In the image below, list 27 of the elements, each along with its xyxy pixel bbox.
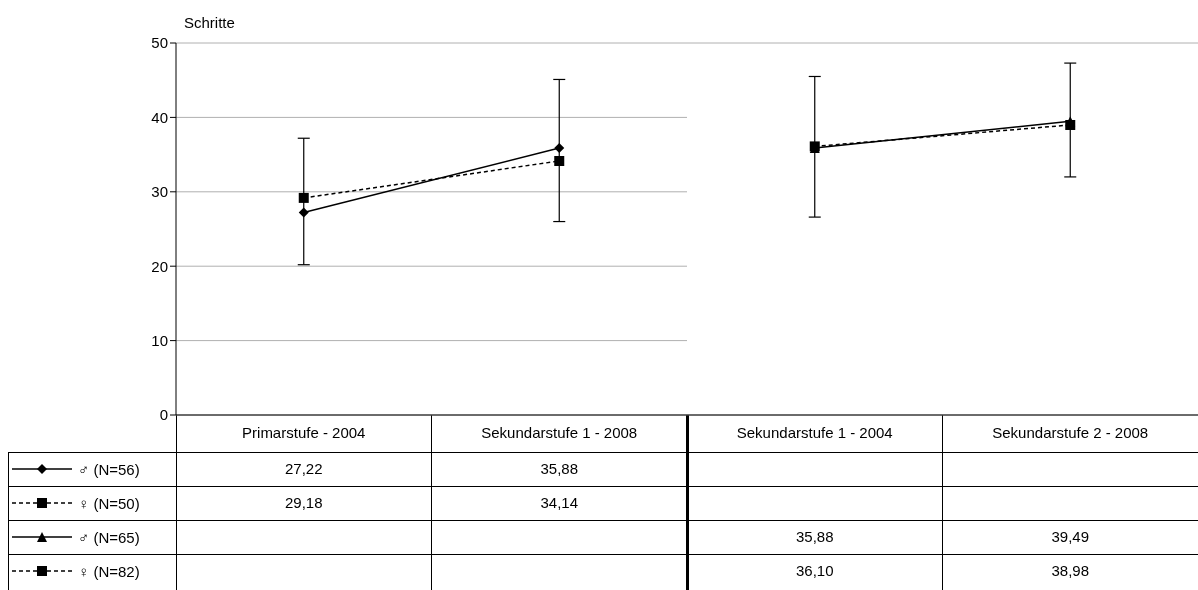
x-tick-label: Sekundarstufe 1 - 2004 <box>736 423 893 441</box>
point <box>298 192 309 203</box>
x-tick-label: Primarstufe - 2004 <box>242 423 366 441</box>
point <box>554 143 565 154</box>
data-label: 39,49 <box>1050 527 1090 547</box>
y-tick-label: 0 <box>159 406 168 424</box>
legend-label: ♀ (N=50) <box>78 494 140 512</box>
legend-label: ♀ (N=82) <box>78 562 140 580</box>
y-axis-title: Schritte <box>184 14 235 31</box>
y-tick-label: 30 <box>151 183 168 201</box>
data-label: 27,22 <box>283 459 324 479</box>
data-label: 36,10 <box>794 561 835 581</box>
point <box>554 156 565 166</box>
legend-label: ♂ (N=56) <box>78 460 140 478</box>
data-label: 38,98 <box>1050 561 1090 581</box>
x-tick-label: Sekundarstufe 2 - 2008 <box>992 423 1149 441</box>
point <box>298 207 309 218</box>
data-label: 35,88 <box>539 459 579 479</box>
data-label: 29,18 <box>283 493 324 513</box>
y-tick-label: 40 <box>151 108 168 126</box>
y-tick-label: 50 <box>151 34 168 52</box>
data-label: 34,14 <box>539 493 579 513</box>
data-label: 35,88 <box>794 527 835 547</box>
y-tick-label: 20 <box>151 257 168 275</box>
legend-label: ♂ (N=65) <box>78 528 140 546</box>
x-tick-label: Sekundarstufe 1 - 2008 <box>481 423 638 441</box>
y-tick-label: 10 <box>151 331 168 349</box>
